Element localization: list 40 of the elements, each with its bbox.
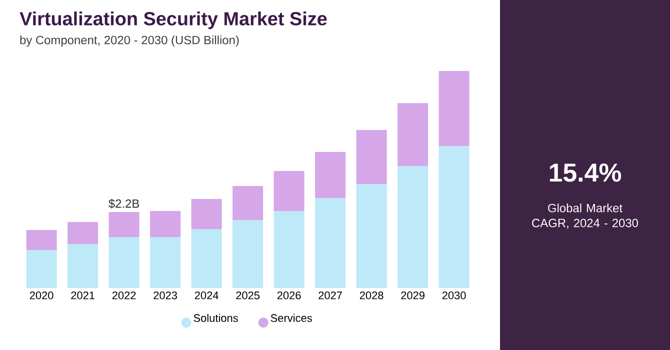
bar [191,228,222,288]
bar [398,166,428,288]
x-tick-label: 2024 [194,292,218,300]
bar [108,237,140,288]
bar [356,130,387,184]
bar [108,212,140,238]
bar [26,250,57,288]
legend-label: Solutions [194,314,238,322]
bar [150,210,181,238]
chart-title: Virtualization Security Market Size [20,12,327,30]
bar [232,186,264,220]
x-tick-label: 2022 [112,292,136,300]
chart-subtitle: by Component, 2020 - 2030 (USD Billion) [20,36,239,47]
legend-label: Services [270,314,312,322]
bar [438,146,470,288]
x-tick-label: 2029 [401,292,424,300]
x-tick-label: 2020 [30,292,54,300]
x-tick-label: 2028 [360,292,384,300]
bar [150,237,181,288]
bar [232,220,264,288]
bar [315,152,346,198]
annotation: $2.2B [108,198,140,209]
bar [356,184,387,288]
x-tick-label: 2021 [71,292,94,300]
bar [315,198,346,288]
bar [26,230,57,250]
text: Global Market CAGR, 2024 - 2030 [532,204,638,229]
bar [68,244,98,288]
x-tick-label: 2030 [442,292,466,300]
text: 15.4% [550,164,622,182]
bar [191,199,222,229]
x-tick-label: 2023 [154,292,177,300]
bar [274,171,304,211]
x-tick-label: 2025 [236,292,260,300]
x-tick-label: 2026 [277,292,301,300]
bar [438,70,470,146]
bar [274,210,304,288]
bar [68,222,98,244]
bar [398,103,428,166]
x-tick-label: 2027 [318,292,342,300]
